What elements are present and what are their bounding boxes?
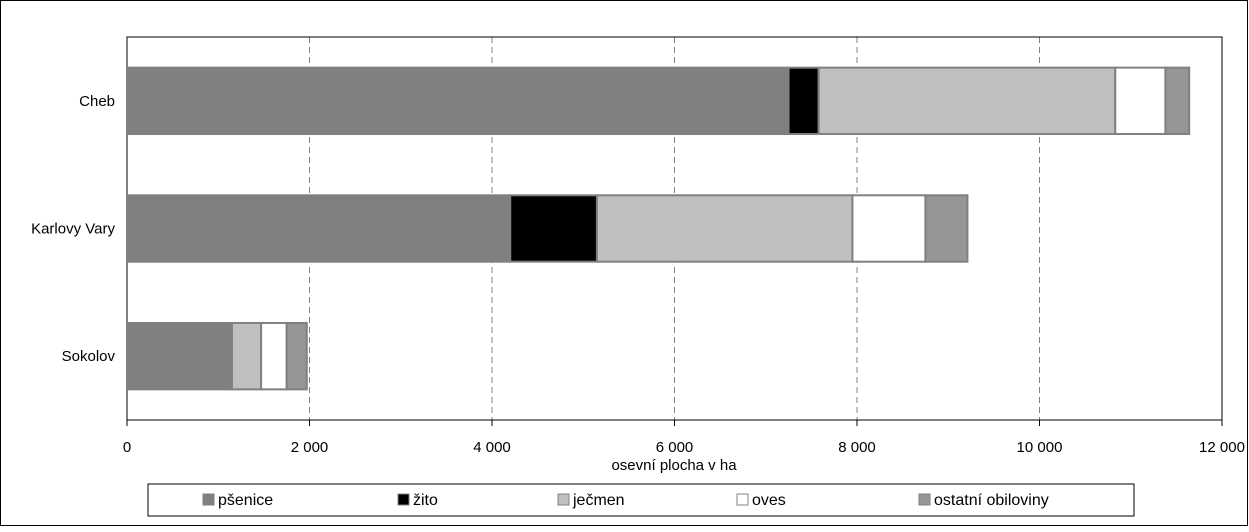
bar-segment [230,321,263,391]
axis-layer: 0 2 000 4 000 6 000 8 000 10 000 12 000 Cheb Kar… [31,93,1245,456]
x-tick-label: 2 000 [291,439,329,456]
bar-segment [126,66,790,136]
bar-segment [851,194,927,263]
y-category-label: Cheb [79,93,115,110]
legend-label: oves [752,492,786,509]
legend-swatch [736,493,749,506]
legend: pšenice žito ječmen oves ostatní obiloviny [147,483,1135,517]
bar-segment [260,321,288,391]
x-axis-title: osevní plocha v ha [611,457,737,474]
legend-swatch [557,493,570,506]
legend-swatch [397,493,410,506]
bar-segment [817,66,1117,136]
bar-segment [1164,66,1191,136]
bar-segment [787,66,820,136]
bar-segment [509,194,598,263]
bar-segment [595,194,854,263]
legend-label: pšenice [218,492,273,509]
x-tick-label: 6 000 [656,439,694,456]
y-category-label: Sokolov [62,348,116,365]
x-tick-label: 12 000 [1199,439,1245,456]
legend-frame [147,483,1135,517]
x-tick-label: 10 000 [1017,439,1063,456]
bar-segment [1114,66,1167,136]
x-tick-label: 8 000 [838,439,876,456]
bars-layer [126,66,1191,391]
legend-label: žito [413,492,438,509]
legend-swatch [918,493,931,506]
bar-segment [924,194,969,263]
x-tick-label: 4 000 [473,439,511,456]
legend-label: ječmen [572,492,625,509]
y-category-label: Karlovy Vary [31,221,115,238]
bar-segment [285,321,308,391]
bar-segment [126,194,512,263]
legend-label: ostatní obiloviny [934,492,1049,509]
bar-segment [126,321,233,391]
legend-swatch [202,493,215,506]
x-tick-label: 0 [123,439,131,456]
